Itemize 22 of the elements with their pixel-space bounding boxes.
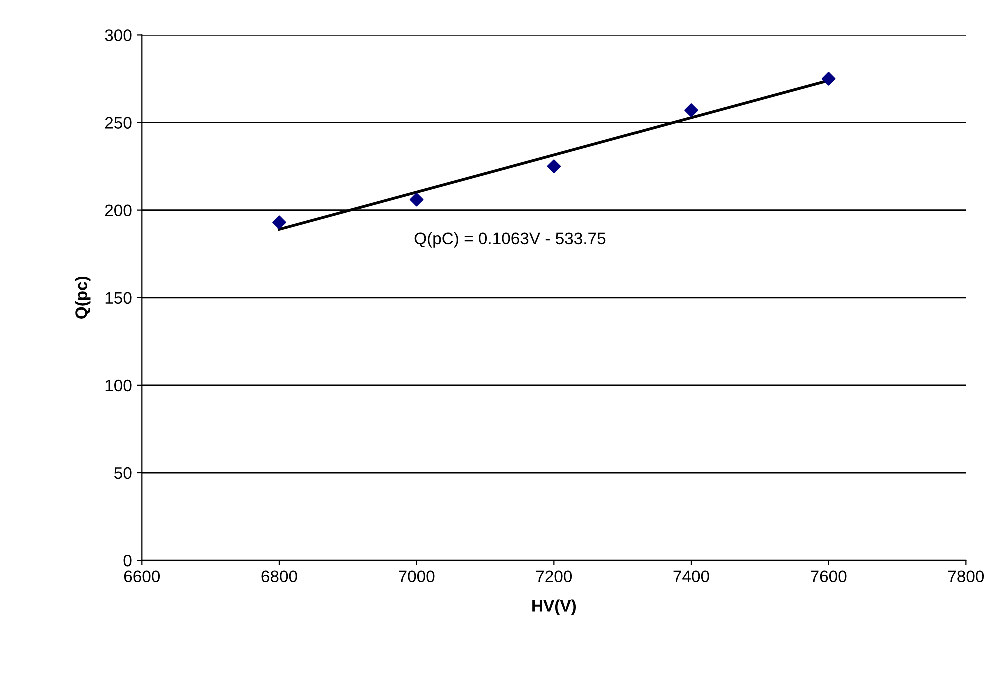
point	[822, 72, 836, 86]
y-tick-label: 150	[106, 292, 132, 304]
point	[684, 104, 698, 118]
y-tick-label: 200	[105, 204, 132, 217]
y-tick-label: 250	[105, 117, 132, 129]
annotation: Q(pC) = 0.1063V - 533.75	[414, 232, 606, 248]
x-tick-label: 6600	[124, 570, 160, 583]
x-tick-label: 7600	[811, 570, 847, 583]
point	[272, 216, 286, 230]
y-axis-title: Q(pc)	[75, 276, 91, 319]
x-axis-title: HV(V)	[532, 600, 576, 616]
y-tick-label: 100	[106, 380, 132, 392]
x-tick-label: 7200	[536, 570, 572, 583]
y-tick-label: 300	[105, 30, 132, 42]
y-tick-label: 0	[124, 554, 132, 567]
y-tick-label: 50	[114, 467, 132, 480]
x-tick-label: 7400	[674, 570, 710, 583]
x-tick-label: 7000	[399, 570, 435, 583]
point	[410, 192, 424, 207]
point	[547, 160, 562, 174]
x-tick-label: 7800	[948, 570, 984, 583]
x-tick-label: 6800	[262, 570, 298, 583]
